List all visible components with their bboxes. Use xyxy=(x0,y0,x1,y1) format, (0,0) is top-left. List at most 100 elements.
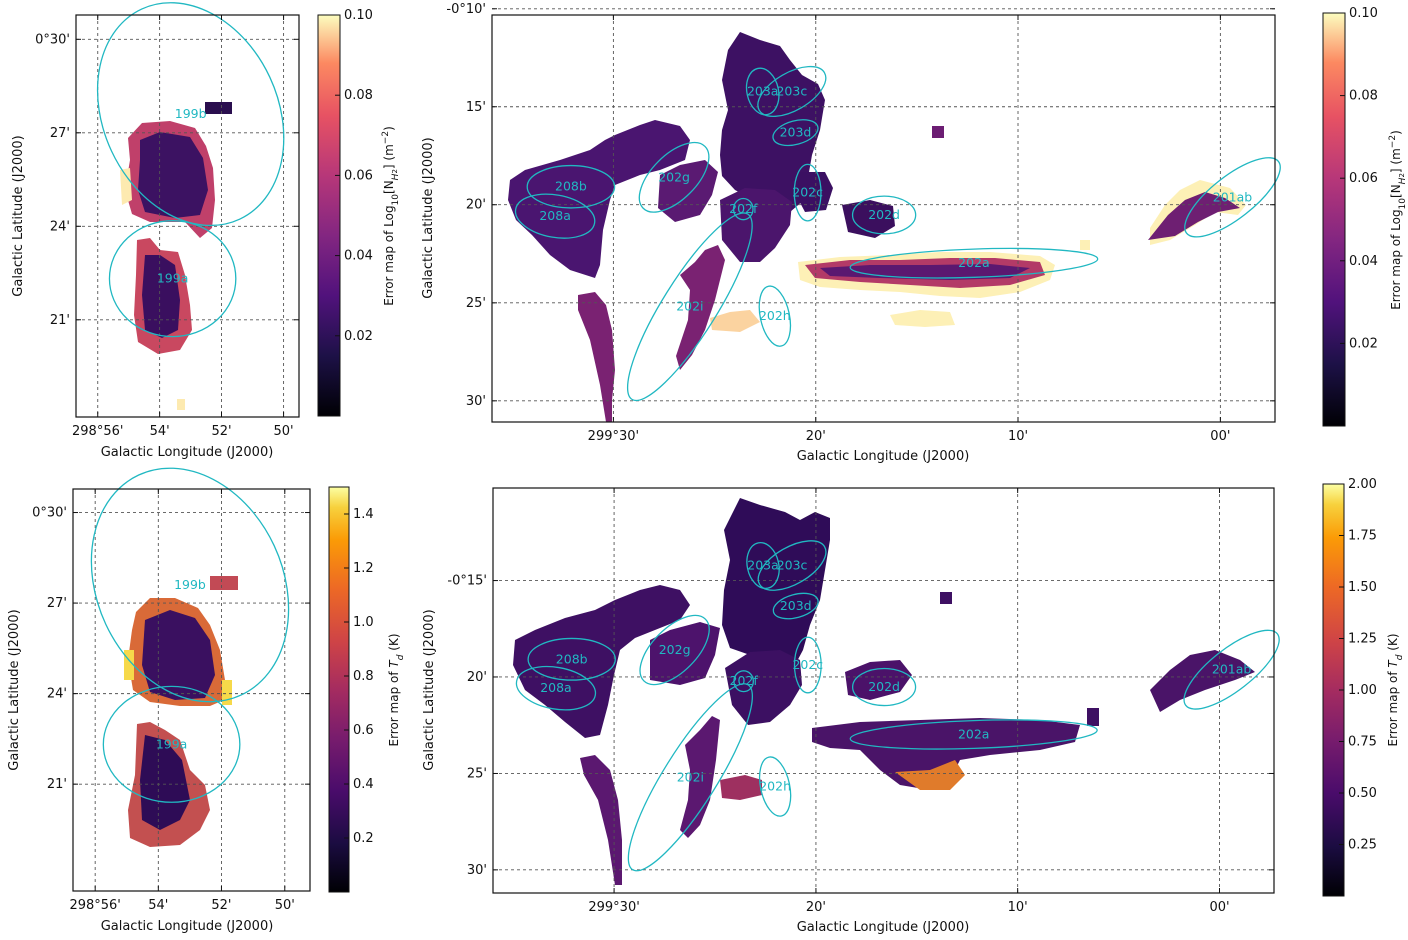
region-ellipse-203c xyxy=(757,65,827,118)
region-ellipse-203c xyxy=(757,540,827,591)
p4-xtick-label: 10' xyxy=(1008,900,1028,915)
region-ellipse-201ab xyxy=(1184,157,1281,238)
region-label-202h: 202h xyxy=(759,308,791,323)
p3-ytick-label: 21' xyxy=(47,777,67,792)
p2-cbar-tick-label: 0.08 xyxy=(1349,89,1378,104)
p4-ylabel: Galactic Latitude (J2000) xyxy=(422,609,437,770)
p2-colorbar-label: Error map of Log10[NH2] (m−2) xyxy=(1388,130,1408,310)
p1-xtick-label: 52' xyxy=(211,424,231,439)
p1-regions: 199b 199a xyxy=(96,2,285,338)
p4-blob-202a-edge xyxy=(895,760,965,790)
p1-colorbar-ticks: 0.02 0.04 0.06 0.08 0.10 xyxy=(335,8,373,344)
p2-ytick-label: 20' xyxy=(466,198,486,213)
p1-heatmap xyxy=(120,102,232,410)
p2-colorbar-ticks: 0.02 0.04 0.06 0.08 0.10 xyxy=(1340,6,1378,351)
p2-cbar-tick-label: 0.10 xyxy=(1349,6,1378,21)
region-label-199a: 199a xyxy=(156,736,188,751)
p1-colorbar xyxy=(317,14,341,417)
p2-axes-frame xyxy=(491,14,1276,423)
p2-blob-knot xyxy=(932,126,944,138)
p2-blob-203 xyxy=(720,32,825,212)
p1-cbar-tick-label: 0.02 xyxy=(344,329,373,344)
region-ellipse-208a xyxy=(515,665,597,711)
p4-blob-202a xyxy=(812,718,1080,790)
p2-blob-edge xyxy=(1080,240,1090,250)
p1-xtick-label: 54' xyxy=(150,424,170,439)
p4-cbar-tick-label: 2.00 xyxy=(1348,477,1377,492)
p1-ytick-label: 27' xyxy=(50,126,70,141)
p2-xtick-label: 10' xyxy=(1008,429,1028,444)
p2-blob-202f xyxy=(720,188,792,262)
p4-blob-208 xyxy=(513,585,690,738)
p3-cbar-tick-label: 1.4 xyxy=(353,507,374,522)
p4-ytick-label: 20' xyxy=(467,670,487,685)
p1-colorbar-label: Error map of Log10[NH2] (m−2) xyxy=(381,126,401,306)
region-label-202c: 202c xyxy=(792,657,823,672)
region-ellipse-199a xyxy=(102,685,241,803)
region-label-203d: 203d xyxy=(780,125,812,140)
p1-cbar-tick-label: 0.08 xyxy=(344,88,373,103)
p2-blob-208 xyxy=(508,120,690,278)
region-ellipse-202c xyxy=(793,163,822,222)
p3-blob-199b-core xyxy=(142,610,215,700)
region-ellipse-208a xyxy=(514,193,596,239)
region-ellipse-202d xyxy=(851,195,917,235)
p3-grid xyxy=(73,489,310,891)
p2-grid xyxy=(492,8,1275,422)
region-label-199a: 199a xyxy=(157,271,189,286)
region-ellipse-202i xyxy=(626,212,753,402)
p3-cbar-tick-label: 0.2 xyxy=(353,831,374,846)
p2-cbar-tick-label: 0.02 xyxy=(1349,336,1378,351)
region-label-202a: 202a xyxy=(958,726,990,741)
region-label-202a: 202a xyxy=(958,255,990,270)
p1-blob-199a-core xyxy=(142,255,180,338)
p4-colorbar-ticks: 0.25 0.50 0.75 1.00 1.25 1.50 1.75 2.00 xyxy=(1339,477,1377,853)
region-ellipse-202h xyxy=(758,756,792,817)
region-ellipse-202f xyxy=(733,670,754,693)
p4-cbar-tick-label: 1.00 xyxy=(1348,683,1377,698)
p4-blob-knot xyxy=(940,592,952,604)
region-label-202d: 202d xyxy=(868,207,900,222)
p4-heatmap xyxy=(513,498,1255,885)
p3-cbar-tick-label: 1.0 xyxy=(353,615,374,630)
region-ellipse-202c xyxy=(793,636,822,694)
region-ellipse-199a xyxy=(108,220,237,338)
region-ellipse-202g xyxy=(639,614,710,686)
p1-xtick-label: 50' xyxy=(274,424,294,439)
region-label-202f: 202f xyxy=(729,201,758,216)
p2-ytick-label: 15' xyxy=(466,100,486,115)
p3-colorbar xyxy=(328,486,350,893)
p4-blob-knot-2 xyxy=(720,775,762,800)
p2-heatmap xyxy=(508,32,1246,422)
region-ellipse-202d xyxy=(851,667,917,707)
p2-xtick-label: 20' xyxy=(806,429,826,444)
region-label-202c: 202c xyxy=(792,185,823,200)
region-label-202g: 202g xyxy=(658,169,690,184)
region-label-201ab: 201ab xyxy=(1213,189,1253,204)
region-ellipse-199b xyxy=(96,2,285,227)
region-ellipse-203d xyxy=(772,119,819,147)
p1-axes-frame xyxy=(75,14,300,418)
p4-grid xyxy=(493,488,1274,893)
p4-blob-201ab xyxy=(1150,650,1255,712)
p1-blob-knot xyxy=(205,102,232,114)
region-label-199b: 199b xyxy=(174,577,206,592)
p2-xlabel: Galactic Longitude (J2000) xyxy=(797,449,970,464)
p3-cbar-tick-label: 0.4 xyxy=(353,777,374,792)
p2-blob-202i xyxy=(676,245,725,370)
p4-axes-frame xyxy=(492,487,1275,894)
p1-ytick-label: 21' xyxy=(50,313,70,328)
p2-blob-201ab xyxy=(1148,192,1240,240)
p3-axes-frame xyxy=(72,488,311,892)
p2-blob-halo-2 xyxy=(890,310,955,327)
p2-ytick-label: 25' xyxy=(466,296,486,311)
p4-cbar-tick-label: 0.25 xyxy=(1348,838,1377,853)
p4-blob-202f xyxy=(725,650,802,725)
region-label-202i: 202i xyxy=(676,299,703,314)
p2-blob-filament-1 xyxy=(578,292,615,422)
region-label-203c: 203c xyxy=(776,83,807,98)
